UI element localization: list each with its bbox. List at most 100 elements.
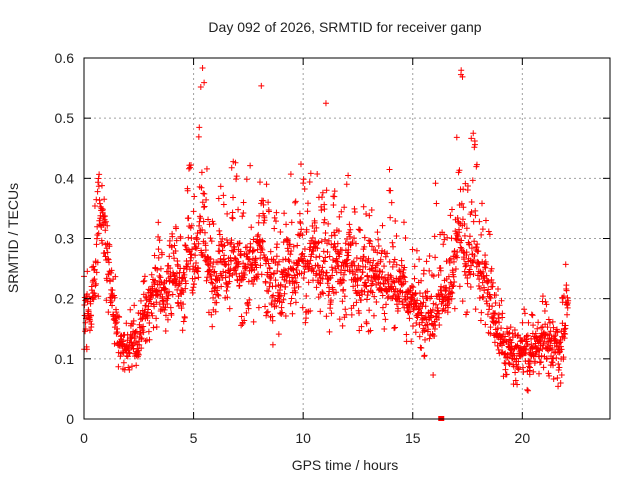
data-point	[167, 304, 174, 311]
data-point	[369, 289, 376, 296]
data-point	[539, 345, 546, 352]
data-point	[126, 350, 133, 357]
data-point	[352, 240, 359, 247]
data-point	[341, 293, 348, 300]
data-point	[479, 279, 486, 286]
data-point	[143, 337, 150, 344]
data-point	[526, 371, 533, 378]
data-point	[86, 327, 93, 334]
data-point	[471, 238, 478, 245]
data-point	[226, 278, 233, 285]
data-point	[220, 201, 227, 208]
data-point	[280, 239, 287, 246]
data-point	[537, 338, 544, 345]
data-point	[95, 230, 102, 237]
data-point	[466, 266, 473, 273]
data-point	[319, 289, 326, 296]
data-point	[329, 286, 336, 293]
data-point	[146, 296, 153, 303]
data-point	[483, 272, 490, 279]
data-point	[368, 207, 375, 214]
data-point	[319, 189, 326, 196]
data-point	[191, 275, 198, 282]
data-point	[546, 372, 553, 379]
data-point	[273, 209, 280, 216]
data-point	[557, 380, 564, 387]
data-point	[338, 208, 345, 215]
data-point	[345, 172, 352, 179]
data-point	[352, 271, 359, 278]
data-point	[378, 250, 385, 257]
data-point	[331, 232, 338, 239]
data-point	[391, 324, 398, 331]
data-point	[98, 182, 105, 189]
data-point	[424, 288, 431, 295]
data-point	[172, 276, 179, 283]
data-point	[192, 260, 199, 267]
data-point	[162, 285, 169, 292]
data-point	[112, 320, 119, 327]
data-point	[562, 261, 569, 268]
data-point	[390, 243, 397, 250]
data-point	[187, 257, 194, 264]
data-point	[317, 308, 324, 315]
data-point	[92, 292, 99, 299]
data-point	[323, 313, 330, 320]
data-point	[92, 282, 99, 289]
data-point	[386, 166, 393, 173]
data-point	[316, 253, 323, 260]
data-point	[469, 177, 476, 184]
data-point	[455, 233, 462, 240]
data-point	[236, 282, 243, 289]
data-point	[301, 253, 308, 260]
data-point	[255, 304, 262, 311]
data-point	[280, 256, 287, 263]
data-point	[351, 235, 358, 242]
data-point	[343, 181, 350, 188]
data-point	[265, 288, 272, 295]
data-point	[549, 318, 556, 325]
data-point	[197, 83, 204, 90]
data-point	[515, 358, 522, 365]
data-point	[322, 254, 329, 261]
data-point	[299, 304, 306, 311]
data-point	[336, 316, 343, 323]
data-point	[355, 289, 362, 296]
data-point	[546, 319, 553, 326]
data-point	[207, 235, 214, 242]
data-point	[515, 366, 522, 373]
data-point	[507, 324, 514, 331]
data-point	[265, 260, 272, 267]
data-point	[201, 79, 208, 86]
data-point	[288, 248, 295, 255]
data-point	[364, 272, 371, 279]
data-point	[452, 228, 459, 235]
axis-ticks: 0 0.1 0.2 0.3 0.4 0.5 0.6 0 5 10 15 20	[55, 50, 610, 446]
data-point	[166, 253, 173, 260]
data-point	[339, 322, 346, 329]
data-point	[363, 211, 370, 218]
data-point	[325, 237, 332, 244]
data-point	[462, 263, 469, 270]
data-point	[102, 218, 109, 225]
data-point	[430, 372, 437, 379]
data-point	[448, 295, 455, 302]
data-point	[468, 199, 475, 206]
data-point	[94, 259, 101, 266]
data-point	[151, 303, 158, 310]
data-point	[274, 261, 281, 268]
data-point	[560, 354, 567, 361]
data-point	[382, 316, 389, 323]
data-point	[229, 271, 236, 278]
data-point	[136, 331, 143, 338]
data-point	[266, 265, 273, 272]
data-point	[544, 324, 551, 331]
data-point	[156, 237, 163, 244]
data-point	[539, 334, 546, 341]
data-point	[233, 173, 240, 180]
data-point	[156, 273, 163, 280]
data-point	[285, 256, 292, 263]
data-point	[331, 193, 338, 200]
data-point	[495, 311, 502, 318]
data-point	[255, 219, 262, 226]
